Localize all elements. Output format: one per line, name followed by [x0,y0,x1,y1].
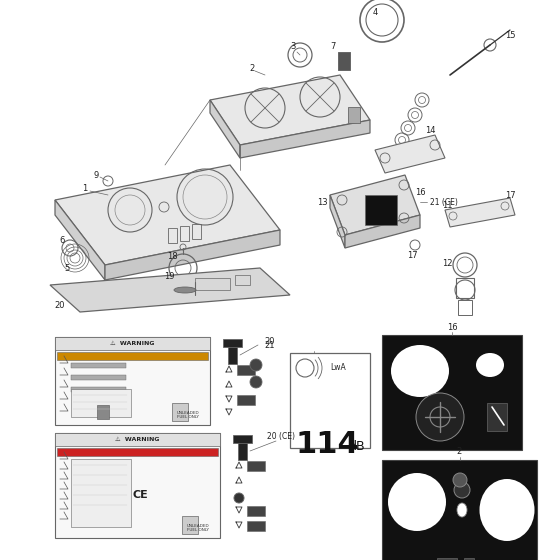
Text: 16: 16 [415,188,426,197]
Bar [247,521,265,531]
Bar [456,278,474,298]
Bar [382,335,522,450]
Polygon shape [330,195,345,248]
Bar [71,363,126,368]
Ellipse shape [476,353,504,377]
Ellipse shape [457,503,467,517]
Text: 20: 20 [55,301,66,310]
Bar [71,375,126,380]
Bar [382,460,537,560]
Bar [290,353,370,448]
Ellipse shape [479,479,534,541]
Bar [247,506,265,516]
Bar [195,278,230,290]
Polygon shape [55,165,280,265]
Polygon shape [55,200,105,280]
Bar [55,433,220,446]
Polygon shape [50,268,290,312]
Text: 5: 5 [64,264,69,273]
Text: 21 (CE): 21 (CE) [430,198,458,207]
Text: 17: 17 [407,250,417,259]
Polygon shape [210,100,240,158]
Bar [487,403,507,431]
Text: 7: 7 [330,41,335,50]
Text: CE: CE [132,490,148,500]
Text: 16: 16 [447,323,458,332]
Polygon shape [330,175,420,235]
Bar [192,224,201,239]
Text: 11: 11 [442,200,452,209]
Bar [168,228,177,243]
Circle shape [234,493,244,503]
Text: 18: 18 [167,251,178,260]
Ellipse shape [179,292,211,300]
Text: 14: 14 [424,125,435,134]
Text: ⚠  WARNING: ⚠ WARNING [110,341,155,346]
Bar [71,387,126,392]
Bar [237,365,255,375]
Text: 13: 13 [317,198,327,207]
Bar [235,275,250,285]
Polygon shape [210,75,370,145]
Bar [464,558,474,560]
Text: UNLEADED
FUEL ONLY: UNLEADED FUEL ONLY [186,524,209,533]
Text: 3: 3 [290,41,296,50]
Polygon shape [105,230,280,280]
Polygon shape [445,198,515,227]
Text: 4: 4 [372,7,377,16]
Circle shape [250,359,262,371]
Bar [437,558,457,560]
Bar [233,435,252,443]
Polygon shape [240,120,370,158]
Circle shape [454,482,470,498]
Ellipse shape [391,345,449,397]
Bar [71,459,131,527]
Bar [228,342,237,364]
Ellipse shape [174,287,196,293]
Bar [55,433,220,538]
Text: 17: 17 [505,190,515,199]
Bar [172,403,188,421]
Circle shape [250,376,262,388]
Bar [97,405,109,419]
Bar [57,448,218,456]
Bar [57,352,208,360]
Polygon shape [345,215,420,248]
Bar [348,107,360,123]
Text: LwA: LwA [330,362,346,371]
Polygon shape [375,135,445,173]
Bar [237,395,255,405]
Bar [55,337,210,425]
Bar [55,337,210,350]
Bar [223,339,242,347]
Text: 114: 114 [295,430,359,459]
Bar [338,52,350,70]
Bar [180,226,189,241]
Text: 9: 9 [94,170,99,180]
Text: 15: 15 [505,30,516,40]
Circle shape [453,473,467,487]
Text: ⚠  WARNING: ⚠ WARNING [115,437,160,442]
Ellipse shape [175,277,215,287]
Text: 2: 2 [457,447,462,456]
Text: UNLEADED
FUEL ONLY: UNLEADED FUEL ONLY [177,410,199,419]
Text: 21: 21 [265,340,276,349]
Text: dB: dB [348,440,365,453]
Circle shape [416,393,464,441]
Text: 20: 20 [264,337,274,346]
Bar [247,461,265,471]
Bar [365,195,397,225]
Text: 6: 6 [59,236,65,245]
Bar [458,300,472,315]
Text: 20 (CE): 20 (CE) [267,432,295,441]
Text: 19: 19 [165,272,175,281]
Bar [238,438,247,460]
Text: 12: 12 [442,259,453,268]
Ellipse shape [388,473,446,531]
Bar [71,389,131,417]
Text: 1: 1 [82,184,87,193]
Text: 2: 2 [249,63,255,72]
Bar [182,516,198,534]
